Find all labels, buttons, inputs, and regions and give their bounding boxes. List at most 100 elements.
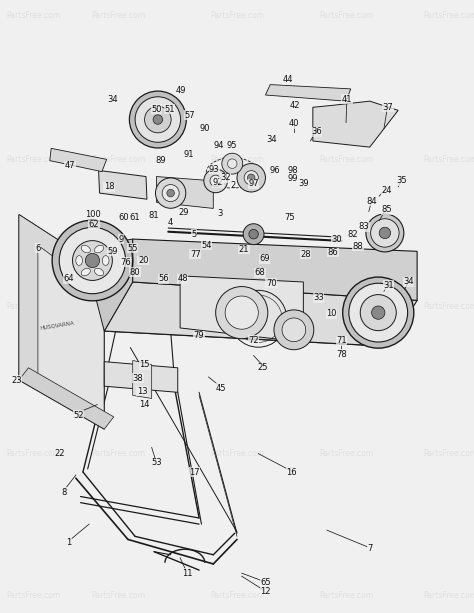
Text: 35: 35 <box>397 177 407 185</box>
Text: 45: 45 <box>215 384 226 392</box>
Text: PartsFree.com: PartsFree.com <box>6 449 60 458</box>
Text: 37: 37 <box>383 103 393 112</box>
Text: PartsFree.com: PartsFree.com <box>91 302 146 311</box>
Polygon shape <box>104 362 178 392</box>
Text: 47: 47 <box>65 161 75 170</box>
Ellipse shape <box>81 245 91 253</box>
Text: 6: 6 <box>35 244 41 253</box>
Text: 13: 13 <box>137 387 147 395</box>
Circle shape <box>153 115 163 124</box>
Text: PartsFree.com: PartsFree.com <box>210 449 264 458</box>
Circle shape <box>59 227 126 294</box>
Circle shape <box>343 277 414 348</box>
Text: 94: 94 <box>214 142 224 150</box>
Text: 88: 88 <box>353 242 363 251</box>
Text: 53: 53 <box>151 459 162 467</box>
Text: 7: 7 <box>367 544 373 553</box>
Text: 44: 44 <box>283 75 293 84</box>
Polygon shape <box>133 239 417 300</box>
Circle shape <box>349 283 408 342</box>
Text: 48: 48 <box>177 275 188 283</box>
Polygon shape <box>95 239 133 331</box>
Text: 32: 32 <box>220 173 230 182</box>
Ellipse shape <box>94 268 104 276</box>
Text: 33: 33 <box>313 294 324 302</box>
Text: 54: 54 <box>201 241 211 249</box>
Text: 38: 38 <box>133 374 143 383</box>
Text: 12: 12 <box>260 587 271 596</box>
Circle shape <box>249 229 258 239</box>
Text: PartsFree.com: PartsFree.com <box>6 592 60 600</box>
Circle shape <box>129 91 186 148</box>
Text: 93: 93 <box>209 165 219 173</box>
Text: HUSQVARNA: HUSQVARNA <box>39 320 74 330</box>
Text: 14: 14 <box>139 400 150 409</box>
Text: 3: 3 <box>218 209 223 218</box>
Text: 60: 60 <box>118 213 128 222</box>
Circle shape <box>162 185 179 202</box>
Text: 83: 83 <box>359 223 369 231</box>
Text: 28: 28 <box>301 250 311 259</box>
Text: PartsFree.com: PartsFree.com <box>423 11 474 20</box>
Text: 17: 17 <box>189 468 200 476</box>
Text: PartsFree.com: PartsFree.com <box>319 11 373 20</box>
Circle shape <box>216 286 268 339</box>
Circle shape <box>379 227 391 238</box>
Text: 11: 11 <box>182 569 192 577</box>
Text: PartsFree.com: PartsFree.com <box>91 449 146 458</box>
Circle shape <box>247 174 255 181</box>
Text: 51: 51 <box>164 105 175 113</box>
Text: PartsFree.com: PartsFree.com <box>423 155 474 164</box>
Circle shape <box>366 214 404 252</box>
Text: 40: 40 <box>289 120 299 128</box>
Polygon shape <box>133 360 152 398</box>
Text: 100: 100 <box>85 210 101 219</box>
Text: PartsFree.com: PartsFree.com <box>91 11 146 20</box>
Text: PartsFree.com: PartsFree.com <box>319 449 373 458</box>
Text: 81: 81 <box>149 211 159 220</box>
Text: 52: 52 <box>73 411 83 419</box>
Text: 68: 68 <box>255 268 265 277</box>
Circle shape <box>237 164 265 192</box>
Text: 70: 70 <box>266 279 276 287</box>
Text: 36: 36 <box>311 128 322 136</box>
Polygon shape <box>313 101 398 147</box>
Text: 9: 9 <box>118 235 124 243</box>
Text: 98: 98 <box>288 166 298 175</box>
Circle shape <box>243 224 264 245</box>
Text: PartsFree.com: PartsFree.com <box>210 155 264 164</box>
Text: PartsFree.com: PartsFree.com <box>210 11 264 20</box>
Text: 62: 62 <box>89 221 99 229</box>
Text: 41: 41 <box>342 95 352 104</box>
Text: 64: 64 <box>64 275 74 283</box>
Text: PartsFree.com: PartsFree.com <box>423 592 474 600</box>
Text: 84: 84 <box>367 197 377 205</box>
Polygon shape <box>19 215 104 380</box>
Text: 29: 29 <box>178 208 189 217</box>
Ellipse shape <box>76 256 82 265</box>
Polygon shape <box>19 368 114 429</box>
Circle shape <box>225 296 258 329</box>
Circle shape <box>282 318 306 341</box>
Text: 86: 86 <box>328 248 338 257</box>
Text: 50: 50 <box>151 105 162 113</box>
Text: 31: 31 <box>383 281 394 289</box>
Text: 1: 1 <box>66 538 72 547</box>
Text: 25: 25 <box>258 364 268 372</box>
Text: PartsFree.com: PartsFree.com <box>319 155 373 164</box>
Circle shape <box>204 169 228 192</box>
Circle shape <box>244 170 258 185</box>
Text: 97: 97 <box>248 180 259 188</box>
Circle shape <box>52 220 133 301</box>
Text: 55: 55 <box>128 244 138 253</box>
Text: 91: 91 <box>183 150 194 159</box>
Text: 92: 92 <box>213 178 223 187</box>
Ellipse shape <box>81 268 91 276</box>
Text: 99: 99 <box>288 175 298 183</box>
Text: PartsFree.com: PartsFree.com <box>6 11 60 20</box>
Text: 8: 8 <box>61 488 67 497</box>
Polygon shape <box>265 85 351 101</box>
Text: 5: 5 <box>191 230 197 238</box>
Text: 95: 95 <box>226 142 237 150</box>
Circle shape <box>85 253 100 268</box>
